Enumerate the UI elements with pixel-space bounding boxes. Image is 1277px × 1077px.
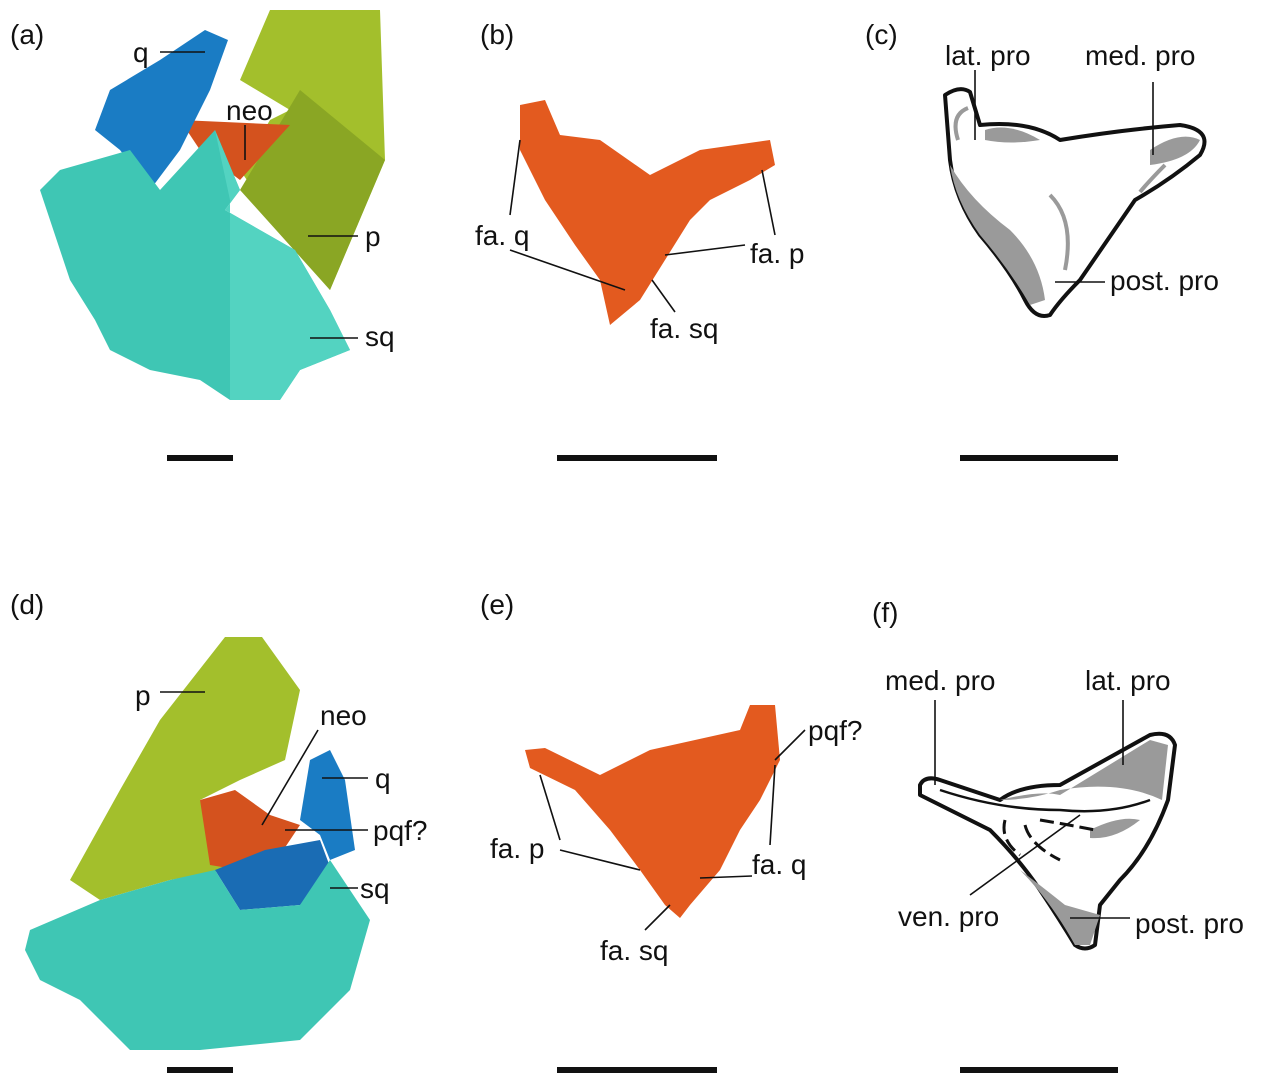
leader-line — [775, 730, 805, 760]
leader-line — [665, 245, 745, 255]
panel-label: (f) — [872, 597, 898, 628]
annotation: q — [133, 37, 149, 68]
annotation: p — [365, 221, 381, 252]
annotation: fa. sq — [600, 935, 668, 966]
panel-b-model — [520, 100, 775, 325]
annotation: neo — [226, 95, 273, 126]
panel-label: (c) — [865, 19, 898, 50]
panel-label: (b) — [480, 19, 514, 50]
annotation: pqf? — [808, 715, 863, 746]
annotation: fa. sq — [650, 313, 718, 344]
panel-e-model — [525, 705, 780, 918]
leader-line — [540, 775, 560, 840]
annotation: med. pro — [1085, 40, 1196, 71]
annotation: p — [135, 680, 151, 711]
annotation: lat. pro — [945, 40, 1031, 71]
leader-line — [652, 280, 675, 312]
leader-line — [510, 140, 520, 215]
leader-line — [762, 170, 775, 235]
panel-a-model — [40, 10, 385, 400]
figure: (a) q neo p sq (b) fa. q fa. p fa. sq (c… — [0, 0, 1277, 1077]
panel-label: (a) — [10, 19, 44, 50]
annotation: pqf? — [373, 815, 428, 846]
annotation: fa. q — [752, 849, 806, 880]
annotation: fa. p — [750, 238, 804, 269]
annotation: med. pro — [885, 665, 996, 696]
panel-label: (e) — [480, 589, 514, 620]
leader-line — [645, 905, 670, 930]
annotation: sq — [360, 873, 390, 904]
annotation: sq — [365, 321, 395, 352]
annotation: post. pro — [1135, 908, 1244, 939]
annotation: neo — [320, 700, 367, 731]
annotation: fa. p — [490, 833, 544, 864]
annotation: post. pro — [1110, 265, 1219, 296]
annotation: ven. pro — [898, 901, 999, 932]
panel-label: (d) — [10, 589, 44, 620]
annotation: fa. q — [475, 220, 529, 251]
panel-d-model — [25, 637, 370, 1050]
annotation: q — [375, 763, 391, 794]
annotation: lat. pro — [1085, 665, 1171, 696]
